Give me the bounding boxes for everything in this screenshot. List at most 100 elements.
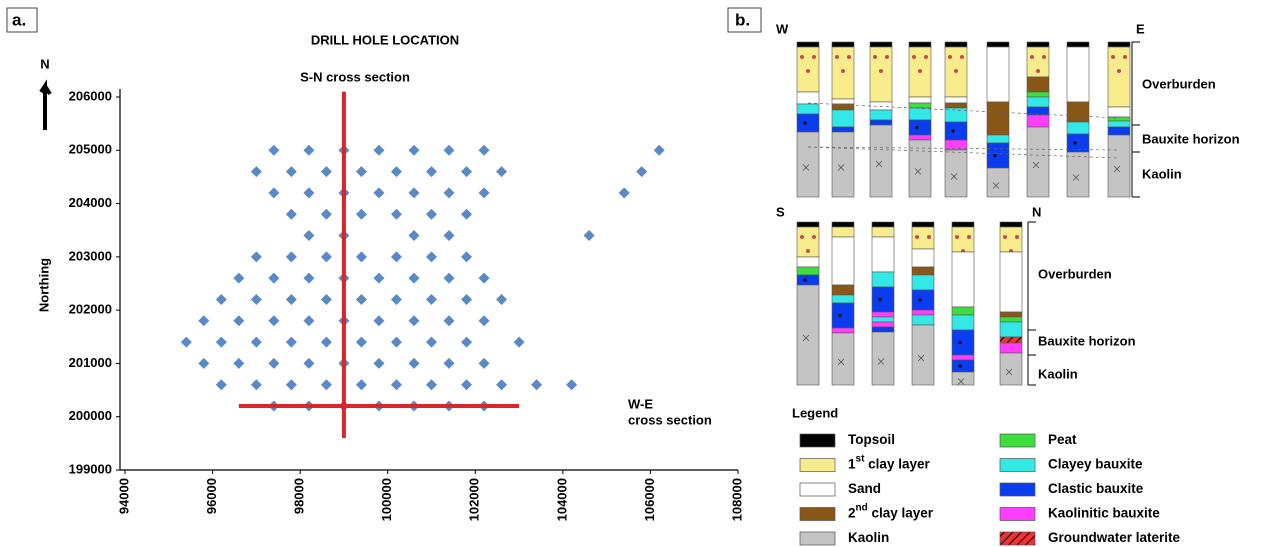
drill-hole — [180, 336, 192, 348]
drill-hole — [320, 208, 332, 220]
x-tick-label: 106000 — [642, 478, 657, 521]
drill-hole — [443, 230, 455, 242]
kaolin-mark — [802, 164, 810, 171]
kaolin-mark — [917, 354, 925, 362]
kaolin-mark — [950, 173, 958, 180]
layer — [1026, 41, 1050, 48]
clay-dot — [1036, 69, 1040, 73]
legend-label-part: Kaolin — [848, 530, 889, 545]
drill-hole — [215, 336, 227, 348]
layer — [871, 236, 895, 273]
clay-dot — [1015, 235, 1019, 239]
drill-hole — [513, 336, 525, 348]
layer — [944, 149, 968, 198]
legend-label: Peat — [1048, 432, 1077, 447]
layer — [908, 134, 932, 141]
drill-hole — [443, 144, 455, 156]
layer — [999, 251, 1023, 313]
layer — [871, 326, 895, 333]
clast-dot — [958, 364, 962, 368]
clay-dot — [1117, 69, 1121, 73]
drill-hole — [496, 166, 508, 178]
clast-dot — [951, 129, 955, 133]
layer — [831, 98, 855, 105]
layer — [986, 46, 1010, 103]
drill-hole — [478, 315, 490, 327]
clast-dot — [958, 340, 962, 345]
drill-hole — [215, 293, 227, 305]
drill-hole — [320, 293, 332, 305]
legend-swatch — [999, 458, 1036, 472]
y-tick-label: 201000 — [69, 355, 112, 370]
legend-label: Topsoil — [848, 432, 895, 447]
drill-hole — [443, 272, 455, 284]
correlation-line — [807, 146, 1120, 159]
clay-dot — [1111, 55, 1115, 59]
drill-hole — [496, 379, 508, 391]
drill-hole — [390, 166, 402, 178]
layer — [951, 371, 975, 386]
drill-hole — [303, 230, 315, 242]
clay-dot — [948, 55, 952, 59]
drill-hole — [373, 187, 385, 199]
legend-swatch — [999, 482, 1036, 497]
drill-hole — [373, 144, 385, 156]
legend-label-part: 1 — [848, 456, 856, 471]
drill-hole — [198, 315, 210, 327]
x-tick-label: 102000 — [467, 478, 482, 521]
drill-hole — [426, 379, 437, 391]
layer — [831, 126, 855, 133]
drill-hole — [408, 144, 420, 156]
clay-dot — [835, 55, 839, 59]
layer — [986, 142, 1010, 169]
layer — [951, 226, 975, 253]
layer — [831, 109, 855, 128]
clast-dot — [803, 278, 807, 282]
kaolin-mark — [1113, 165, 1121, 173]
drill-hole — [303, 357, 315, 369]
layer — [1066, 121, 1090, 135]
layer — [1026, 91, 1050, 98]
clast-dot — [993, 153, 997, 158]
panel-label: b. — [735, 10, 750, 29]
legend-swatch — [999, 531, 1036, 546]
legend-label: Groundwater laterite — [1048, 530, 1181, 545]
drill-hole — [268, 315, 280, 327]
legend-swatch — [799, 507, 836, 521]
layer — [796, 113, 820, 133]
drill-hole — [478, 272, 490, 284]
layer — [911, 221, 935, 228]
drill-hole — [408, 315, 420, 327]
clay-dot — [915, 235, 919, 239]
layer — [911, 274, 935, 291]
x-tick-label: 100000 — [379, 478, 394, 521]
drill-hole — [268, 357, 280, 369]
panel-label: a. — [12, 10, 26, 29]
layer — [871, 226, 895, 238]
kaolin-mark — [992, 182, 1000, 189]
clast-dot — [918, 298, 922, 302]
north-label: N — [40, 56, 49, 71]
drill-hole — [320, 166, 332, 178]
section-end-label: S — [776, 204, 785, 219]
layer — [999, 311, 1023, 318]
drill-hole — [618, 187, 630, 199]
legend-swatch — [799, 433, 836, 448]
layer — [951, 359, 975, 373]
drill-hole — [390, 208, 402, 220]
layer — [869, 124, 893, 198]
x-tick-label: 104000 — [554, 478, 569, 521]
drill-hole — [303, 187, 315, 199]
legend-label-part: clay layer — [864, 456, 930, 471]
legend-label-part: Groundwater laterite — [1048, 530, 1181, 545]
layer — [871, 331, 895, 386]
layer — [944, 102, 968, 109]
drill-hole — [285, 336, 297, 348]
layer — [1107, 41, 1131, 48]
kaolin-mark — [877, 358, 885, 365]
drill-hole — [478, 357, 490, 369]
layer — [908, 96, 932, 104]
clay-dot — [1003, 235, 1007, 239]
layer — [999, 321, 1023, 338]
y-axis-label: Northing — [36, 258, 51, 312]
